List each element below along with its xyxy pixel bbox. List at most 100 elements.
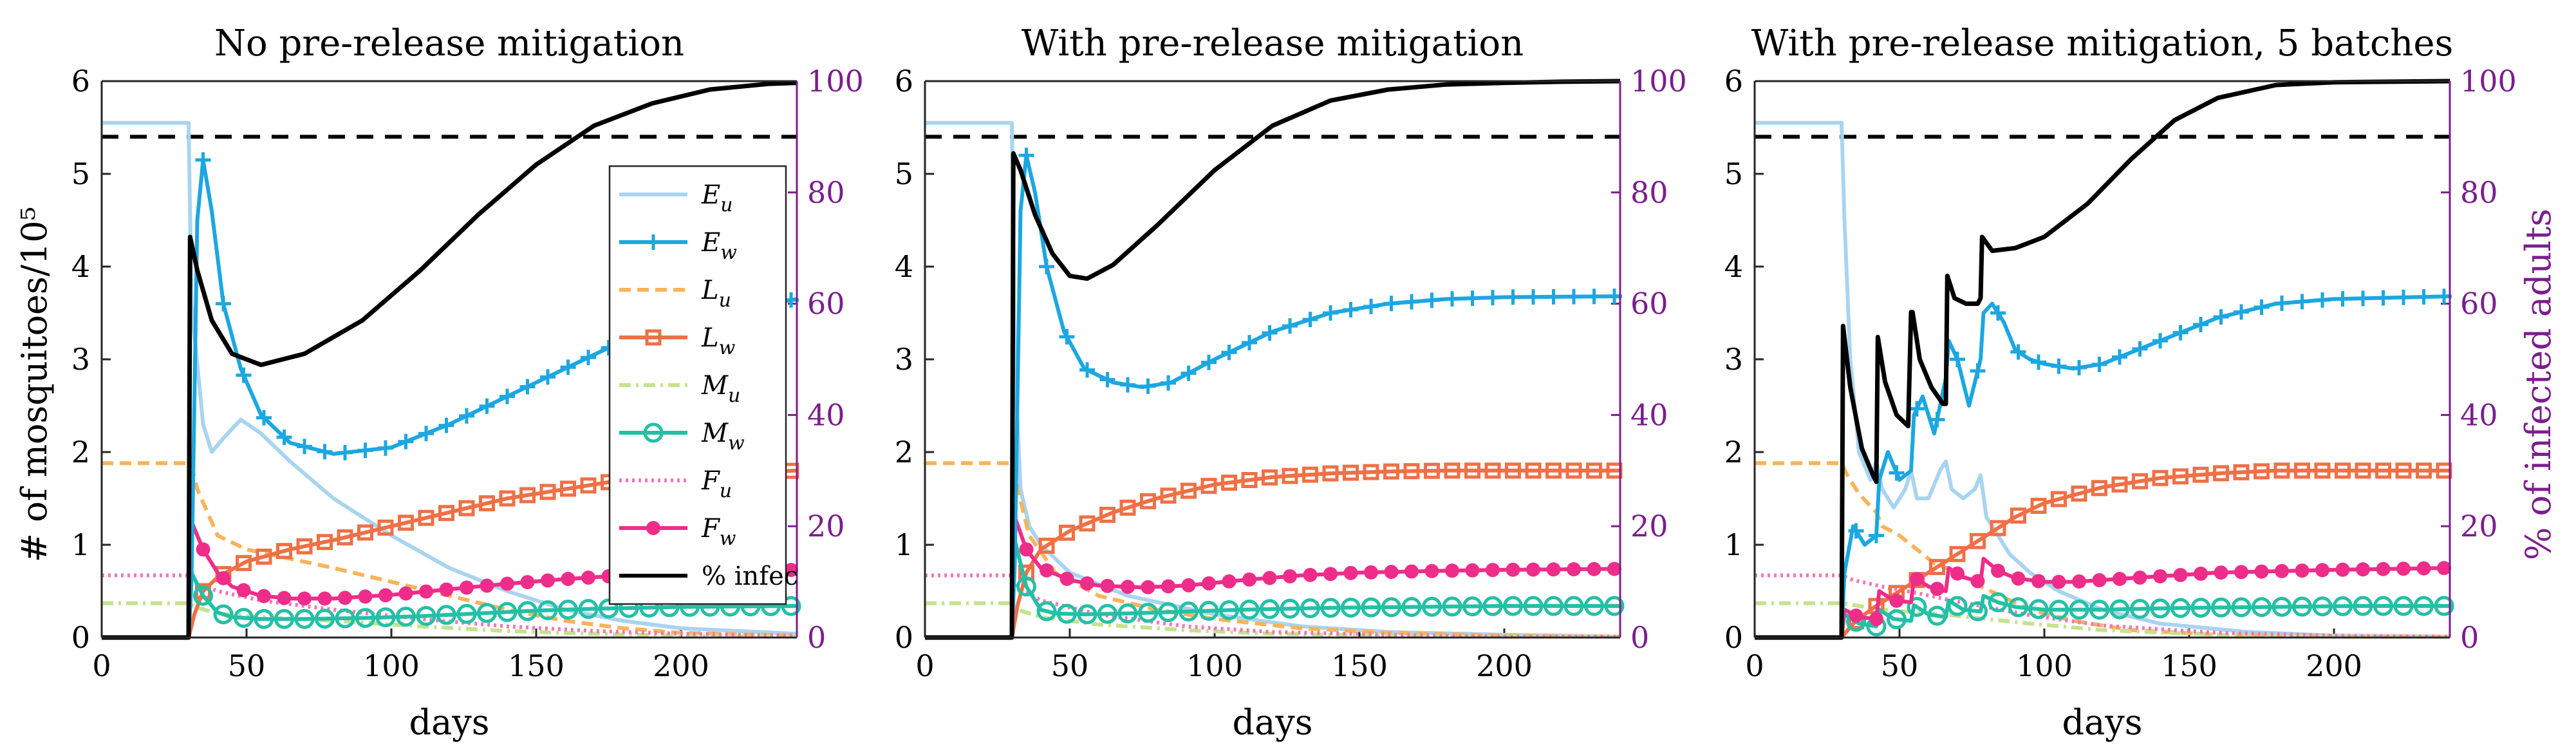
chart-panel-five-batches: With pre-release mitigation, 5 batches d…	[1724, 23, 2559, 742]
marker-square	[296, 538, 313, 554]
marker-dot	[2011, 571, 2026, 586]
marker-circle	[2049, 600, 2069, 620]
marker-square	[1038, 537, 1055, 554]
marker-circle	[193, 585, 213, 606]
x-tick-label: 200	[1476, 648, 1533, 683]
marker-square	[2051, 491, 2067, 507]
marker-dot	[1587, 562, 1601, 576]
marker-circle	[1361, 597, 1381, 618]
marker-plus	[1140, 378, 1156, 394]
marker-dot	[2173, 567, 2188, 582]
series-line-M_u	[102, 601, 798, 639]
marker-square	[2233, 464, 2250, 480]
marker-plus	[1221, 345, 1237, 361]
marker-dot	[2396, 562, 2411, 576]
marker-circle	[1462, 596, 1482, 617]
marker-plus	[1161, 375, 1176, 391]
marker-plus	[2254, 299, 2270, 315]
marker-square	[1079, 515, 1096, 532]
marker-square	[1545, 462, 1562, 479]
marker-square	[1200, 478, 1217, 495]
marker-square	[236, 554, 252, 571]
marker-square	[1525, 462, 1542, 479]
marker-plus	[1970, 363, 1986, 379]
marker-square	[1322, 465, 1339, 482]
marker-circle	[1604, 596, 1625, 616]
legend-item: % infec	[619, 562, 798, 591]
axes-frame	[1753, 80, 2451, 639]
marker-square	[2273, 462, 2290, 479]
marker-plus	[560, 359, 576, 375]
legend-label-sub: w	[720, 241, 737, 264]
marker-dot	[541, 573, 555, 588]
marker-plus	[1018, 147, 1034, 164]
marker-square	[1949, 545, 1966, 562]
marker-plus	[378, 440, 393, 456]
marker-square	[1444, 462, 1461, 479]
marker-dot	[257, 589, 271, 603]
marker-square	[1119, 499, 1136, 516]
x-axis-label: days	[1233, 702, 1313, 742]
y-tick-label: 3	[71, 342, 90, 377]
marker-plus	[1181, 365, 1197, 381]
y-tick-label: 6	[1724, 64, 1743, 99]
marker-plus	[1363, 298, 1379, 314]
marker-circle	[2150, 598, 2170, 619]
y-tick-label: 3	[895, 342, 913, 377]
marker-circle	[1887, 609, 1907, 630]
marker-plus	[1424, 292, 1440, 308]
marker-dot	[2113, 571, 2127, 586]
y-tick-label: 1	[895, 527, 913, 562]
marker-dot	[1242, 572, 1256, 587]
legend-label: Ew	[701, 228, 737, 264]
series-line-F_u	[1755, 573, 2450, 639]
legend-label-sub: u	[720, 480, 732, 502]
marker-circle	[599, 598, 619, 619]
x-tick-label: 100	[2016, 648, 2073, 683]
marker-square	[1403, 463, 1420, 480]
marker-square	[1282, 468, 1298, 484]
chart-panel-with-mitigation: With pre-release mitigation days 0 1 2 3 4 5 6…	[895, 23, 1687, 742]
marker-circle	[1219, 600, 1239, 621]
y-tick-label-right: 80	[2460, 175, 2498, 210]
legend-label-main: E	[701, 180, 720, 210]
marker-plus	[1485, 290, 1500, 306]
marker-circle	[1117, 603, 1138, 624]
marker-dot	[2335, 562, 2350, 577]
marker-dot	[1405, 564, 1419, 579]
marker-plus	[1079, 362, 1095, 378]
legend-item: Lw	[619, 323, 736, 359]
y-tick-label-right: 20	[2460, 509, 2498, 543]
y-tick-label: 2	[1724, 435, 1743, 469]
marker-plus	[1869, 527, 1884, 543]
legend-label: Lw	[701, 323, 736, 359]
y-tick-label: 3	[1724, 342, 1743, 377]
marker-plus	[2132, 341, 2148, 357]
y-tick-label: 4	[1724, 249, 1743, 284]
x-tick-label: 100	[363, 648, 420, 683]
marker-plus	[2375, 290, 2391, 306]
marker-plus	[1059, 329, 1075, 345]
y-tick-label-right: 80	[1630, 175, 1668, 210]
marker-square	[2132, 473, 2148, 489]
marker-plus	[2315, 292, 2330, 308]
marker-square	[337, 529, 353, 545]
y-ticks-right: 0 20 40 60 80 100	[788, 64, 864, 655]
x-tick-label: 200	[2306, 648, 2362, 683]
x-tick-label: 50	[228, 648, 266, 683]
marker-dot	[646, 521, 660, 535]
marker-dot	[1950, 566, 1965, 581]
marker-circle	[456, 603, 477, 624]
marker-square	[458, 500, 475, 516]
series-line-F_u	[102, 573, 798, 638]
marker-square	[1262, 469, 1278, 486]
marker-dot	[2416, 561, 2431, 576]
marker-circle	[234, 607, 254, 628]
marker-dot	[1283, 569, 1297, 583]
marker-square	[1059, 524, 1075, 541]
marker-circle	[1239, 600, 1260, 620]
marker-plus	[2091, 356, 2107, 372]
marker-square	[1302, 466, 1318, 483]
legend-label: Mw	[701, 419, 745, 455]
